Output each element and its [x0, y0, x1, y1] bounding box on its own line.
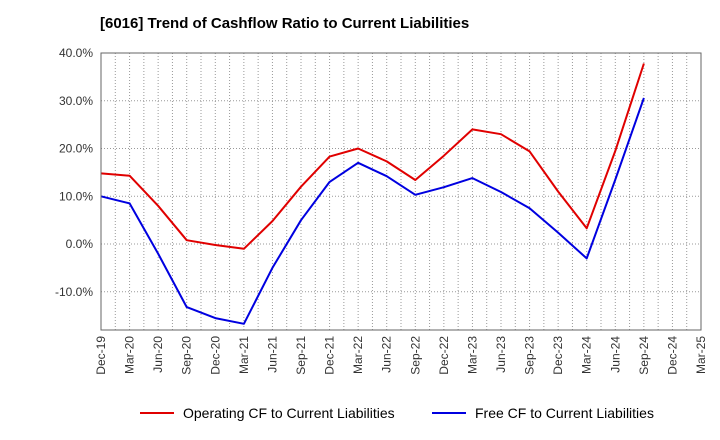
x-tick-label: Sep-20 — [180, 336, 194, 375]
x-tick-label: Dec-24 — [665, 336, 679, 375]
y-tick-label: 30.0% — [59, 94, 93, 108]
x-tick-label: Dec-19 — [94, 336, 108, 375]
x-tick-label: Jun-23 — [494, 336, 508, 373]
legend-swatch-free-cf — [432, 412, 466, 414]
legend: Operating CF to Current Liabilities Free… — [0, 405, 720, 425]
x-tick-label: Sep-24 — [637, 336, 651, 375]
y-tick-label: 40.0% — [59, 46, 93, 60]
x-tick-label: Sep-22 — [408, 336, 422, 375]
y-tick-label: 20.0% — [59, 142, 93, 156]
x-tick-label: Mar-22 — [351, 336, 365, 374]
x-tick-label: Sep-23 — [523, 336, 537, 375]
x-tick-label: Dec-22 — [437, 336, 451, 375]
legend-swatch-operating-cf — [140, 412, 174, 414]
series-lines — [100, 63, 645, 325]
plot-frame — [100, 52, 702, 331]
x-tick-label: Dec-23 — [551, 336, 565, 375]
series-line-operating-cf — [100, 63, 645, 250]
legend-label-operating-cf: Operating CF to Current Liabilities — [183, 405, 395, 421]
legend-label-free-cf: Free CF to Current Liabilities — [475, 405, 654, 421]
y-tick-label: -10.0% — [55, 285, 93, 299]
x-tick-label: Dec-21 — [323, 336, 337, 375]
series-line-free-cf — [100, 97, 645, 325]
x-tick-label: Sep-21 — [294, 336, 308, 375]
x-tick-label: Jun-21 — [265, 336, 279, 373]
chart-title: [6016] Trend of Cashflow Ratio to Curren… — [100, 15, 470, 32]
x-tick-label: Jun-22 — [380, 336, 394, 373]
x-tick-label: Mar-21 — [237, 336, 251, 374]
legend-item-operating-cf: Operating CF to Current Liabilities — [140, 405, 395, 421]
x-axis-ticks: Dec-19 Mar-20 Jun-20 Sep-20 Dec-20 Mar-21 Jun-… — [94, 336, 708, 375]
x-tick-label: Dec-20 — [208, 336, 222, 375]
x-tick-label: Mar-25 — [694, 336, 708, 374]
y-axis-ticks: 40.0% 30.0% 20.0% 10.0% 0.0% -10.0% — [55, 46, 93, 299]
y-tick-label: 0.0% — [66, 237, 94, 251]
x-tick-label: Mar-23 — [465, 336, 479, 374]
x-tick-label: Mar-20 — [123, 336, 137, 374]
legend-item-free-cf: Free CF to Current Liabilities — [432, 405, 654, 421]
x-tick-label: Jun-20 — [151, 336, 165, 373]
x-tick-label: Jun-24 — [608, 336, 622, 373]
y-tick-label: 10.0% — [59, 189, 93, 203]
x-tick-label: Mar-24 — [580, 336, 594, 374]
